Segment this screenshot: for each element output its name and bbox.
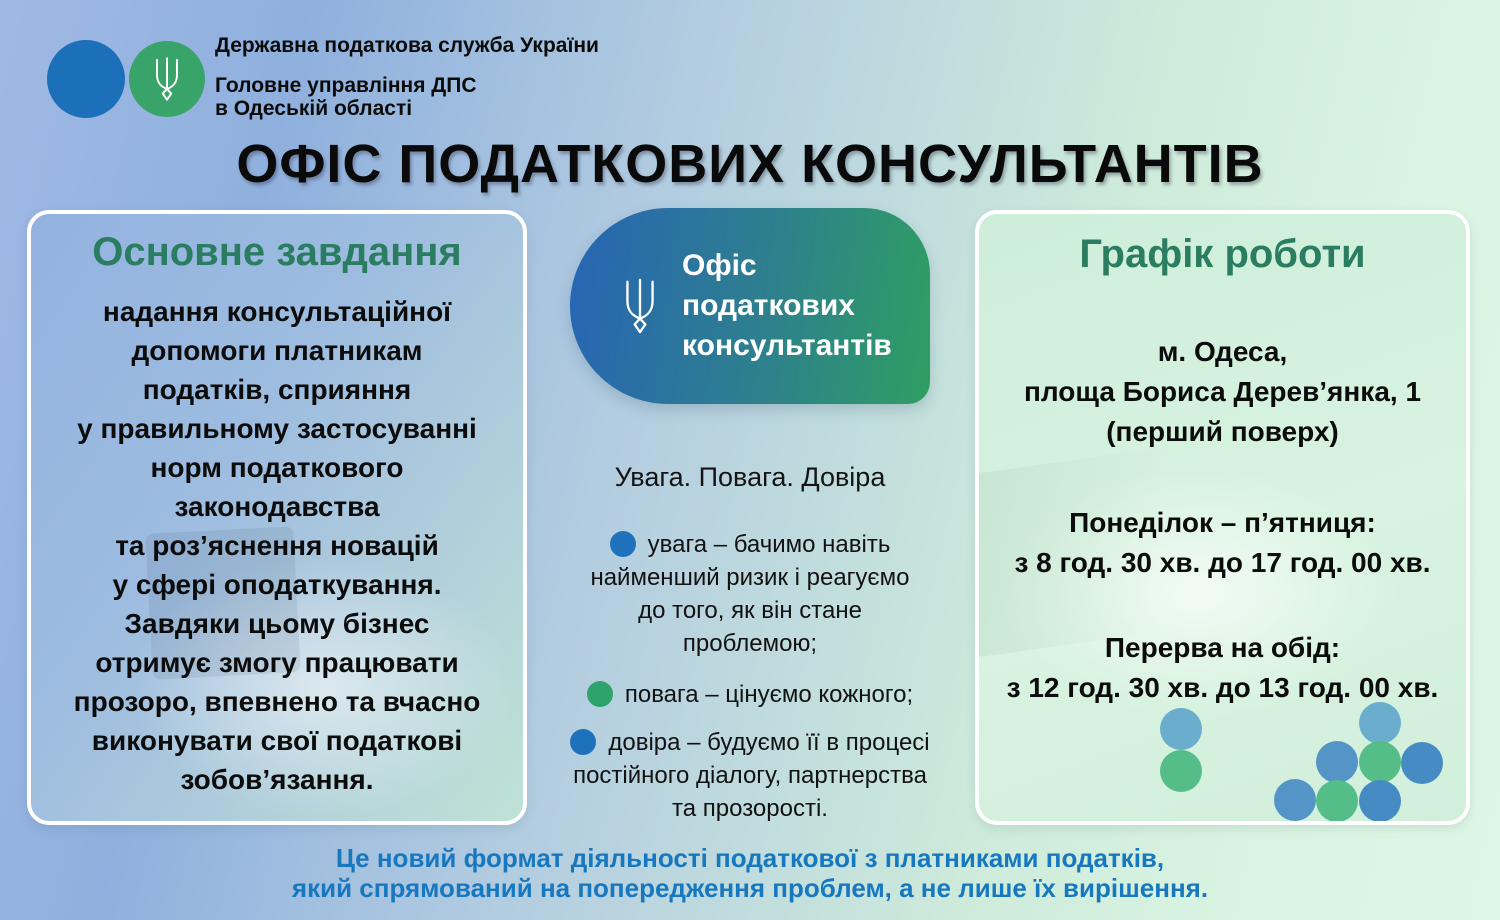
- decor-dot: [1316, 741, 1358, 783]
- value-text: повага – цінуємо кожного;: [624, 681, 914, 708]
- bullet-dot-icon: [609, 530, 636, 557]
- office-badge: Офіс податкових консультантів: [570, 208, 930, 404]
- schedule-heading: Графік роботи: [1079, 232, 1366, 276]
- list-item: увага – бачимо навіть найменший ризик і …: [528, 528, 972, 660]
- office-badge-title: Офіс податкових консультантів: [682, 249, 892, 362]
- logo-blue-circle: [47, 40, 125, 118]
- decor-dot: [1401, 742, 1443, 784]
- main-task-heading: Основне завдання: [92, 230, 462, 274]
- lunch-break-hours: з 12 год. 30 хв. до 13 год. 00 хв.: [1006, 672, 1439, 703]
- decor-dot: [1160, 708, 1202, 750]
- logo-trident-badge: [129, 41, 205, 117]
- office-address: м. Одеса, площа Бориса Дерев’янка, 1 (пе…: [1023, 336, 1422, 447]
- list-item: довіра – будуємо її в процесі постійного…: [528, 726, 972, 825]
- footer-text: Це новий формат діяльності податкової з …: [335, 843, 1165, 873]
- motto: Увага. Повага. Довіра: [614, 462, 886, 492]
- trident-icon: [618, 277, 662, 335]
- value-text: увага – бачимо навіть найменший ризик і …: [590, 531, 910, 657]
- workdays-label: Понеділок – п’ятниця:: [1069, 507, 1376, 538]
- main-task-card: Основне завдання надання консультаційної…: [27, 210, 527, 825]
- schedule-card: Графік роботи м. Одеса, площа Бориса Дер…: [975, 210, 1470, 825]
- trident-icon: [150, 56, 184, 102]
- decor-dot: [1359, 741, 1401, 783]
- main-task-body: надання консультаційної допомоги платник…: [73, 296, 481, 795]
- decor-dot: [1359, 702, 1401, 744]
- decor-dot: [1160, 750, 1202, 792]
- values-list: увага – бачимо навіть найменший ризик і …: [528, 528, 972, 825]
- decor-dot: [1316, 780, 1358, 821]
- org-division: Головне управління ДПС в Одеській област…: [215, 74, 477, 120]
- lunch-break-label: Перерва на обід:: [1104, 632, 1341, 663]
- decor-dot: [1359, 780, 1401, 821]
- decor-dot: [1274, 779, 1316, 821]
- page-title: ОФІС ПОДАТКОВИХ КОНСУЛЬТАНТІВ: [236, 134, 1264, 194]
- workdays-hours: з 8 год. 30 хв. до 17 год. 00 хв.: [1014, 547, 1431, 578]
- footer-text: який спрямований на попередження проблем…: [291, 873, 1209, 903]
- value-text: довіра – будуємо її в процесі постійного…: [573, 729, 930, 822]
- org-name: Державна податкова служба України: [215, 34, 599, 57]
- bullet-dot-icon: [570, 728, 597, 755]
- list-item: повага – цінуємо кожного;: [528, 678, 972, 711]
- bullet-dot-icon: [586, 680, 613, 707]
